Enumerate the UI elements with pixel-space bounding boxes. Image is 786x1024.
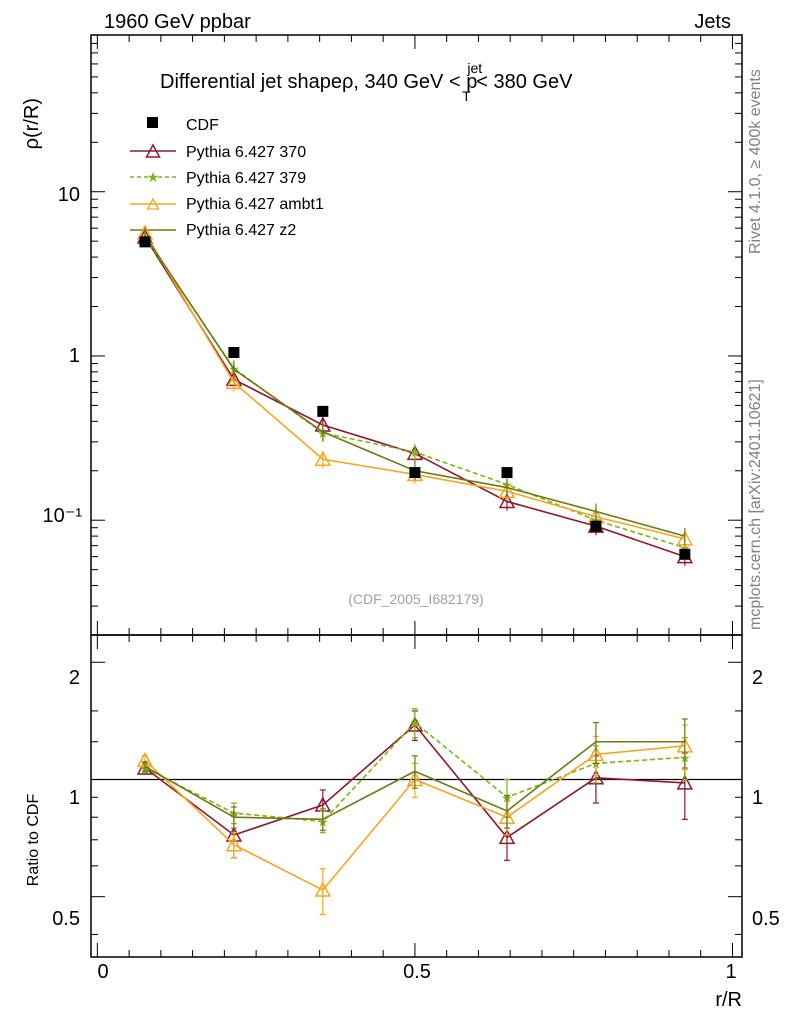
series-line-370 [144, 236, 686, 558]
data-point-cdf [317, 405, 329, 417]
axis-ticks [91, 34, 742, 957]
legend-label-z2: Pythia 6.427 z2 [186, 222, 296, 239]
legend-label-370: Pythia 6.427 370 [186, 144, 306, 161]
legend-marker-370 [145, 143, 161, 158]
data-point-cdf [409, 467, 421, 479]
ratio-point-ambt1 [225, 836, 243, 852]
legend-label-cdf: CDF [186, 117, 219, 134]
chart-marks: ★★★★★★★★★★★★★★ [91, 224, 742, 916]
side-site-label: mcplots.cern.ch [arXiv:2401.10621] [747, 379, 764, 630]
legend-label-ambt1: Pythia 6.427 ambt1 [186, 196, 324, 213]
ratio-tick-label-right-1: 1 [752, 787, 763, 809]
legend-marker-cdf [147, 117, 158, 128]
x-tick-label-0.5: 0.5 [403, 961, 431, 983]
series-point-ambt1 [498, 482, 516, 499]
ratio-tick-label-0.5: 0.5 [52, 908, 80, 930]
series-line-379 [144, 236, 686, 549]
y-tick-label-0.1: 10⁻¹ [43, 505, 83, 527]
analysis-watermark: (CDF_2005_I682179) [348, 591, 483, 607]
series-point-ambt1 [225, 373, 243, 390]
ratio-point-370 [676, 774, 694, 790]
ratio-tick-label-2: 2 [69, 667, 80, 689]
legend: CDF Pythia 6.427 370 ★ Pythia 6.427 379 … [130, 117, 324, 239]
ratio-panel-frame [90, 634, 743, 958]
y-axis-label: ρ(r/R) [21, 98, 43, 149]
ratio-tick-label-right-2: 2 [752, 667, 763, 689]
legend-marker-ambt1 [146, 197, 160, 210]
y-tick-label-1: 1 [69, 345, 80, 367]
side-events-label: Rivet 4.1.0, ≥ 400k events [747, 69, 764, 254]
header-right: Jets [694, 11, 731, 33]
ratio-y-axis-label: Ratio to CDF [25, 794, 42, 887]
legend-marker-379: ★ [147, 170, 160, 186]
series-point-370 [498, 492, 516, 509]
ratio-point-ambt1 [314, 881, 332, 897]
chart-title: Differential jet shapeρ, 340 GeV < pjet T… [160, 60, 573, 104]
data-point-cdf [228, 346, 240, 358]
series-point-379: ★ [409, 446, 421, 461]
ratio-point-370 [136, 759, 154, 775]
data-point-cdf [139, 236, 151, 248]
ratio-point-370 [498, 828, 516, 845]
data-point-cdf [679, 548, 691, 560]
x-tick-label-0: 0 [97, 961, 108, 983]
data-point-cdf [590, 520, 602, 532]
x-tick-label-1: 1 [725, 961, 736, 983]
header-left: 1960 GeV ppbar [104, 11, 251, 33]
x-axis-label: r/R [715, 989, 742, 1011]
series-point-ambt1 [314, 450, 332, 467]
data-point-cdf [501, 467, 513, 479]
y-tick-label-10: 10 [58, 184, 80, 206]
ratio-point-370 [587, 769, 605, 785]
ratio-tick-label-right-0.5: 0.5 [752, 908, 780, 930]
legend-label-379: Pythia 6.427 379 [186, 170, 306, 187]
ratio-tick-label-1: 1 [69, 787, 80, 809]
ratio-point-379: ★ [409, 717, 421, 732]
